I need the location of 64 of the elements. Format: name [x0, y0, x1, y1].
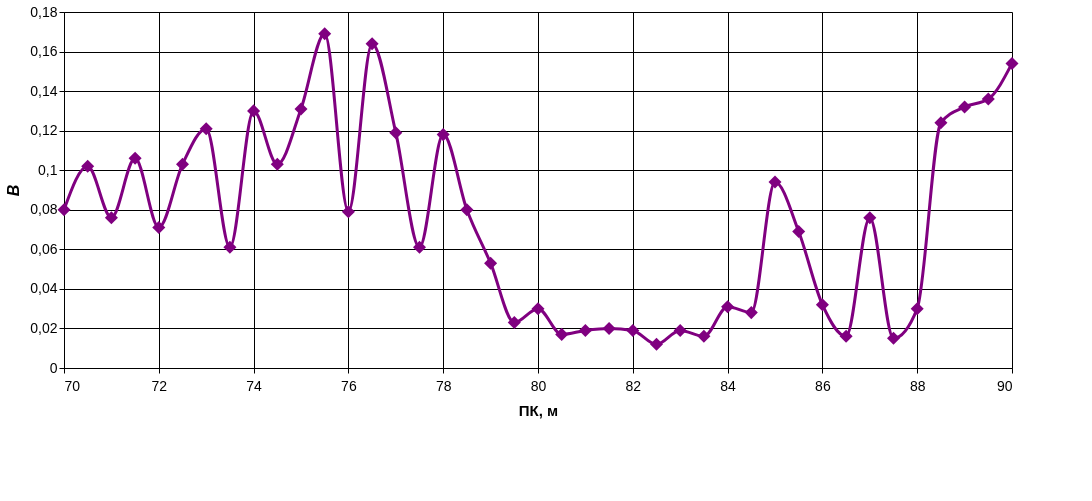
point: [318, 27, 332, 41]
y-tick-label: 0,12: [30, 122, 58, 139]
x-tick-label: 80: [530, 377, 547, 394]
point: [744, 306, 758, 320]
x-tick-label: 78: [435, 377, 452, 394]
point: [247, 104, 261, 118]
x-tick-label: 88: [909, 377, 926, 394]
x-tick-label: 84: [720, 377, 737, 394]
point: [673, 323, 687, 337]
point: [839, 329, 853, 343]
point: [436, 128, 450, 142]
point: [270, 157, 284, 171]
x-tick-label: 90: [996, 377, 1013, 394]
point: [578, 323, 592, 337]
x-tick-label: 82: [625, 377, 642, 394]
y-tick-label: 0,1: [38, 161, 58, 178]
point: [792, 225, 806, 239]
point: [626, 323, 640, 337]
y-tick-label: 0,14: [30, 82, 58, 99]
point: [697, 329, 711, 343]
point: [649, 337, 664, 351]
y-tick-label: 0,04: [30, 280, 58, 297]
y-tick-label: 0: [49, 359, 58, 376]
point: [294, 102, 308, 116]
point: [815, 298, 829, 312]
point: [341, 205, 355, 219]
point: [886, 331, 901, 345]
y-axis-title: B: [5, 184, 23, 197]
y-tick-label: 0,18: [30, 3, 58, 20]
point: [981, 92, 995, 106]
point: [934, 116, 948, 130]
point: [152, 221, 166, 235]
point: [57, 203, 71, 217]
point: [863, 211, 877, 225]
point: [199, 122, 213, 136]
point: [223, 240, 237, 254]
point: [958, 100, 972, 114]
point: [81, 159, 95, 173]
x-tick-label: 86: [815, 377, 831, 394]
point: [412, 240, 427, 254]
point: [175, 157, 190, 171]
x-tick-label: 74: [246, 377, 263, 394]
y-tick-label: 0,08: [30, 201, 58, 218]
x-tick-label: 76: [341, 377, 357, 394]
point: [128, 151, 142, 165]
point: [460, 203, 474, 217]
point: [389, 126, 403, 140]
x-tick-label: 72: [151, 377, 168, 394]
x-tick-label: 70: [64, 377, 81, 394]
point: [1005, 56, 1019, 70]
x-axis-title: ПК, м: [518, 401, 559, 419]
point: [507, 315, 521, 330]
point: [602, 321, 616, 335]
point: [531, 302, 545, 316]
point: [104, 211, 118, 225]
point: [365, 37, 379, 51]
point: [555, 327, 569, 341]
point: [721, 300, 735, 314]
point: [484, 256, 498, 270]
y-tick-label: 0,16: [30, 43, 58, 60]
y-tick-label: 0,02: [30, 319, 58, 336]
point: [768, 175, 782, 189]
y-tick-label: 0,06: [30, 240, 58, 257]
point: [910, 302, 924, 316]
